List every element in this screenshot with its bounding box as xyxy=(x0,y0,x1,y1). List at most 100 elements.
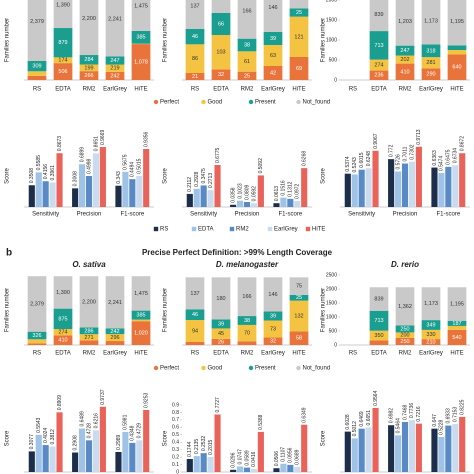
bar xyxy=(408,161,415,207)
value-label: 266 xyxy=(84,73,93,79)
value-label: 61 xyxy=(244,59,250,65)
value-label: 0.5981 xyxy=(123,414,129,430)
value-label: 0.5092 xyxy=(258,158,264,174)
y-tick-label: 0.5 xyxy=(172,432,179,438)
bar xyxy=(99,406,106,472)
value-label: 0.9669 xyxy=(100,130,106,146)
bar-segment xyxy=(79,276,99,328)
bar-segment xyxy=(395,45,415,56)
bar xyxy=(200,453,207,472)
value-label: 0.3508 xyxy=(29,168,35,184)
value-label: 0.7468 xyxy=(402,404,408,420)
bar-segment xyxy=(421,329,441,340)
bar xyxy=(79,428,86,472)
bar-segment xyxy=(53,57,73,64)
bar-segment xyxy=(289,331,309,345)
value-label: 1,475 xyxy=(134,291,148,297)
x-tick-label: RS xyxy=(33,351,41,357)
value-label: 296 xyxy=(110,335,119,341)
value-label: 0.4729 xyxy=(137,423,143,439)
value-label: 318 xyxy=(426,48,435,54)
legend-swatch xyxy=(153,226,159,232)
bar-segment xyxy=(447,50,467,55)
bar xyxy=(395,435,402,472)
bar xyxy=(388,159,395,207)
bar-segment xyxy=(131,321,151,345)
value-label: 0.2989 xyxy=(116,434,122,450)
value-label: 0.7153 xyxy=(453,407,459,423)
bar xyxy=(280,463,287,472)
legend-swatch xyxy=(201,99,206,105)
value-label: 506 xyxy=(58,69,67,75)
value-label: 713 xyxy=(374,318,383,324)
value-label: 0.9713 xyxy=(416,129,422,145)
bar-segment xyxy=(421,44,441,58)
value-label: 42 xyxy=(270,70,276,76)
bar xyxy=(28,451,35,472)
value-label: 236 xyxy=(374,73,383,79)
value-label: 38 xyxy=(244,42,250,48)
bar-segment xyxy=(237,38,257,52)
bar xyxy=(280,197,287,207)
value-label: 281 xyxy=(426,60,435,66)
value-label: 0.4156 xyxy=(43,164,49,180)
x-tick-label: F1-score xyxy=(436,212,460,218)
value-label: 0.5228 xyxy=(439,419,445,435)
value-label: 0.1744 xyxy=(187,442,193,458)
bar-segment xyxy=(395,0,415,46)
value-label: 0.2135 xyxy=(194,439,200,455)
value-label: 2,200 xyxy=(82,16,96,22)
bar xyxy=(143,148,150,207)
x-tick-label: EarlGrey xyxy=(419,351,443,357)
bar xyxy=(459,416,466,472)
value-label: 0.4348 xyxy=(130,425,136,441)
y-axis-label: Score xyxy=(163,430,169,446)
x-tick-label: RS xyxy=(191,87,199,93)
bar-segment xyxy=(105,328,125,335)
bar-segment xyxy=(211,319,231,329)
legend-label: Perfect xyxy=(160,100,179,106)
value-label: 73 xyxy=(270,326,276,332)
value-label: 0.4024 xyxy=(43,428,49,444)
bar-segment xyxy=(237,341,257,345)
value-label: 166 xyxy=(242,294,251,300)
value-label: 1,173 xyxy=(424,18,438,24)
value-label: 0.5585 xyxy=(36,155,42,171)
value-label: 0.5374 xyxy=(345,156,351,172)
bar-segment xyxy=(185,320,205,342)
value-label: 25 xyxy=(296,10,302,16)
bar-segment xyxy=(447,0,467,46)
x-tick-label: F1-score xyxy=(278,212,302,218)
legend-label: RS xyxy=(160,227,168,233)
bar-segment xyxy=(27,331,47,340)
value-label: 0.8225 xyxy=(460,399,466,415)
bar-segment xyxy=(185,0,205,30)
bar xyxy=(42,445,49,472)
value-label: 0.0358 xyxy=(230,187,236,203)
value-label: 0.3077 xyxy=(29,434,35,450)
value-label: 309 xyxy=(32,64,41,70)
legend-swatch xyxy=(248,99,254,105)
bar xyxy=(35,434,42,472)
value-label: 174 xyxy=(58,58,67,64)
x-tick-label: EarlGrey xyxy=(261,351,285,357)
value-label: 0.772 xyxy=(388,144,394,157)
bar xyxy=(115,185,122,207)
bar xyxy=(49,182,56,207)
x-tick-label: EDTA xyxy=(55,351,71,357)
bar-segment xyxy=(395,55,415,64)
bar xyxy=(200,185,207,207)
bar-segment xyxy=(263,0,283,32)
y-tick-label: 0.1 xyxy=(172,462,179,468)
value-label: 0.8651 xyxy=(93,136,99,152)
value-label: 0.6248 xyxy=(366,151,372,167)
value-label: 247 xyxy=(400,48,409,54)
bar-segment xyxy=(395,325,415,333)
x-tick-label: RM2 xyxy=(399,351,412,357)
bar xyxy=(115,451,122,472)
bar xyxy=(237,200,244,207)
bar xyxy=(431,428,438,472)
bar-segment xyxy=(53,308,73,330)
legend-swatch xyxy=(248,365,254,371)
bar-segment xyxy=(369,31,389,60)
